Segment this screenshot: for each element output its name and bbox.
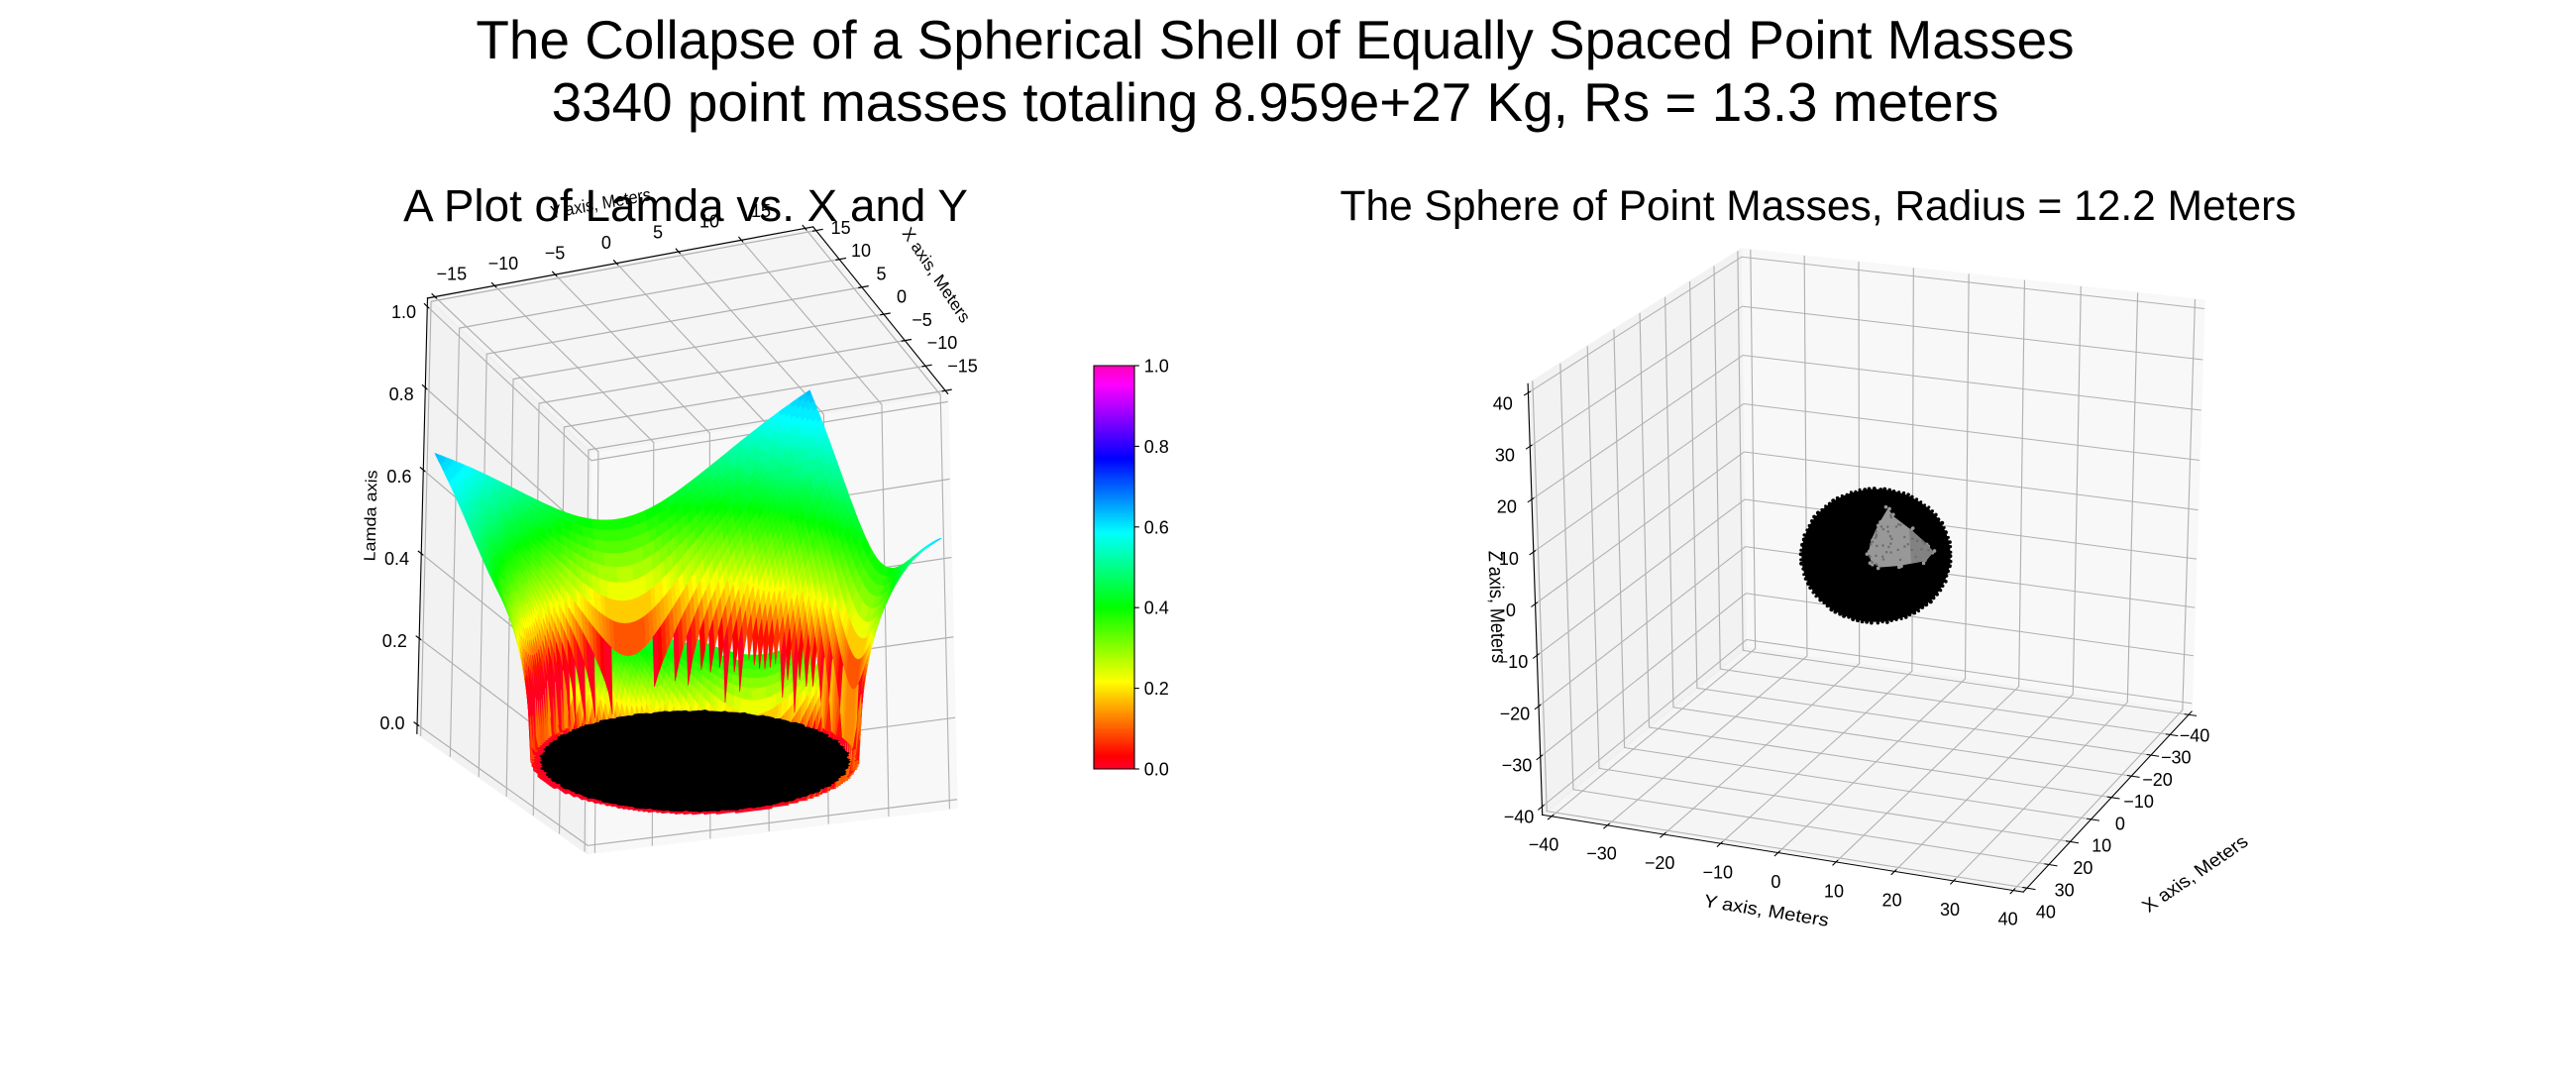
svg-text:Z axis, Meters: Z axis, Meters bbox=[1483, 550, 1509, 663]
svg-text:−40: −40 bbox=[2180, 725, 2210, 745]
svg-text:−15: −15 bbox=[947, 356, 978, 376]
svg-text:−10: −10 bbox=[927, 333, 958, 353]
svg-text:20: 20 bbox=[1882, 891, 1902, 911]
svg-text:−10: −10 bbox=[2123, 792, 2154, 812]
svg-text:15: 15 bbox=[751, 201, 771, 221]
svg-text:−30: −30 bbox=[1586, 844, 1617, 864]
svg-text:0.6: 0.6 bbox=[386, 467, 411, 487]
svg-text:−20: −20 bbox=[1500, 704, 1531, 723]
svg-text:5: 5 bbox=[653, 222, 663, 242]
svg-text:Lamda axis: Lamda axis bbox=[360, 470, 380, 562]
svg-text:30: 30 bbox=[2055, 880, 2075, 900]
svg-text:10: 10 bbox=[2092, 836, 2111, 856]
svg-text:0.8: 0.8 bbox=[389, 384, 414, 404]
svg-text:A Plot of Lamda vs. X and Y: A Plot of Lamda vs. X and Y bbox=[403, 180, 968, 231]
svg-text:10: 10 bbox=[1824, 881, 1844, 901]
svg-text:0.6: 0.6 bbox=[1144, 517, 1169, 537]
svg-text:−10: −10 bbox=[1498, 652, 1529, 672]
svg-text:−5: −5 bbox=[912, 310, 932, 330]
svg-text:−10: −10 bbox=[1702, 863, 1733, 883]
svg-text:1.0: 1.0 bbox=[1144, 357, 1169, 377]
svg-text:0.0: 0.0 bbox=[1144, 760, 1169, 780]
svg-text:−20: −20 bbox=[2142, 770, 2173, 790]
svg-text:The Sphere of Point Masses, Ra: The Sphere of Point Masses, Radius = 12.… bbox=[1340, 183, 2296, 230]
svg-text:30: 30 bbox=[1940, 900, 1960, 920]
svg-text:−5: −5 bbox=[545, 243, 566, 263]
svg-text:0: 0 bbox=[897, 287, 907, 307]
svg-text:−30: −30 bbox=[2161, 748, 2192, 768]
svg-text:1.0: 1.0 bbox=[391, 302, 416, 322]
svg-text:−30: −30 bbox=[1502, 755, 1533, 775]
svg-text:0.4: 0.4 bbox=[384, 549, 409, 569]
svg-text:−15: −15 bbox=[437, 265, 468, 284]
svg-text:40: 40 bbox=[2036, 903, 2056, 923]
svg-text:0: 0 bbox=[1771, 872, 1780, 892]
svg-text:−40: −40 bbox=[1504, 808, 1535, 827]
svg-text:0: 0 bbox=[1506, 600, 1516, 620]
svg-text:3340 point masses totaling 8.9: 3340 point masses totaling 8.959e+27 Kg,… bbox=[552, 71, 1999, 133]
svg-text:−20: −20 bbox=[1645, 853, 1675, 873]
svg-text:−10: −10 bbox=[488, 254, 519, 273]
svg-text:15: 15 bbox=[831, 218, 851, 238]
svg-text:40: 40 bbox=[1998, 909, 2018, 928]
svg-text:10: 10 bbox=[851, 241, 871, 261]
svg-text:0.2: 0.2 bbox=[1144, 679, 1169, 699]
svg-text:5: 5 bbox=[877, 264, 887, 283]
svg-text:The Collapse of a Spherical Sh: The Collapse of a Spherical Shell of Equ… bbox=[476, 9, 2074, 70]
svg-text:−40: −40 bbox=[1529, 834, 1559, 854]
svg-text:40: 40 bbox=[1493, 393, 1513, 413]
svg-text:0.4: 0.4 bbox=[1144, 599, 1169, 618]
svg-text:10: 10 bbox=[699, 212, 719, 232]
svg-text:0.0: 0.0 bbox=[379, 713, 404, 733]
svg-text:30: 30 bbox=[1495, 445, 1515, 465]
svg-text:0: 0 bbox=[2115, 815, 2125, 834]
svg-text:0: 0 bbox=[601, 233, 611, 253]
svg-text:0.2: 0.2 bbox=[382, 631, 407, 651]
svg-text:20: 20 bbox=[2073, 858, 2093, 878]
svg-text:10: 10 bbox=[1499, 549, 1519, 569]
svg-text:0.8: 0.8 bbox=[1144, 437, 1169, 457]
svg-text:20: 20 bbox=[1497, 497, 1517, 517]
